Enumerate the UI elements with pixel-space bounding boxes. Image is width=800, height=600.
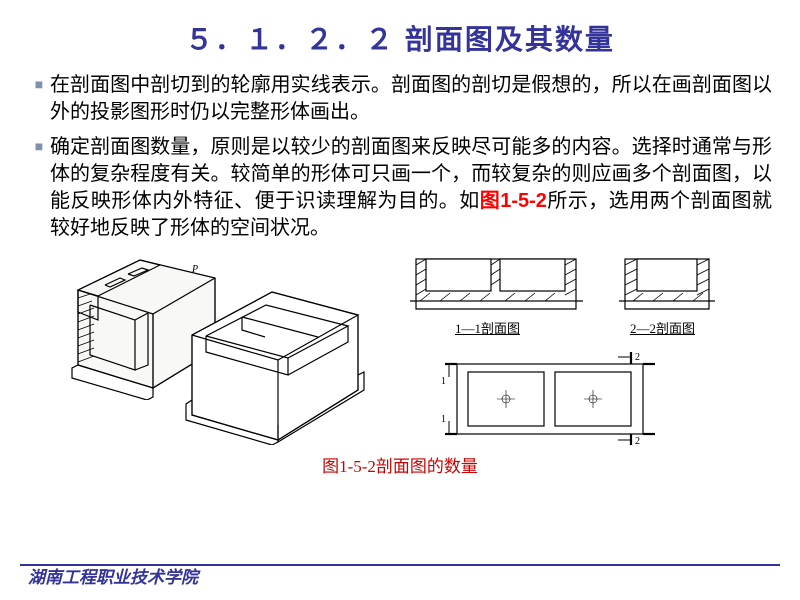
svg-text:2: 2 bbox=[635, 352, 640, 363]
label-section-1-1: 1—1剖面图 bbox=[455, 318, 520, 337]
bullet-marker: ■ bbox=[28, 134, 50, 242]
figure-isometric-tray bbox=[180, 280, 365, 445]
svg-text:1: 1 bbox=[441, 376, 446, 387]
footer-institution: 湖南工程职业技术学院 bbox=[28, 563, 198, 588]
svg-text:2: 2 bbox=[635, 436, 640, 445]
text-pre-1: 在剖面图中剖切到的轮廓用实线表示。剖面图的剖切是假想的，所以在画剖面图以外的投影… bbox=[50, 74, 772, 123]
figure-section-1-1 bbox=[410, 253, 585, 321]
figure-section-2-2 bbox=[615, 253, 720, 321]
bullet-item-1: ■ 在剖面图中剖切到的轮廓用实线表示。剖面图的剖切是假想的，所以在画剖面图以外的… bbox=[28, 72, 772, 126]
bullet-marker: ■ bbox=[28, 72, 50, 126]
figure-area: P bbox=[30, 250, 770, 450]
bullet-text-2: 确定剖面图数量，原则是以较少的剖面图来反映尽可能多的内容。选择时通常与形体的复杂… bbox=[50, 134, 772, 242]
bullet-item-2: ■ 确定剖面图数量，原则是以较少的剖面图来反映尽可能多的内容。选择时通常与形体的… bbox=[28, 134, 772, 242]
svg-text:1: 1 bbox=[441, 414, 446, 425]
slide-title: ５．１．２．２ 剖面图及其数量 bbox=[0, 0, 800, 72]
content-area: ■ 在剖面图中剖切到的轮廓用实线表示。剖面图的剖切是假想的，所以在画剖面图以外的… bbox=[0, 72, 800, 242]
bullet-text-1: 在剖面图中剖切到的轮廓用实线表示。剖面图的剖切是假想的，所以在画剖面图以外的投影… bbox=[50, 72, 772, 126]
figure-plan-view: 1 1 2 2 bbox=[435, 350, 695, 445]
label-section-2-2: 2—2剖面图 bbox=[630, 318, 695, 337]
svg-text:P: P bbox=[191, 264, 198, 275]
figure-caption: 图1-5-2剖面图的数量 bbox=[0, 452, 800, 477]
figure-reference: 图1-5-2 bbox=[480, 190, 547, 212]
